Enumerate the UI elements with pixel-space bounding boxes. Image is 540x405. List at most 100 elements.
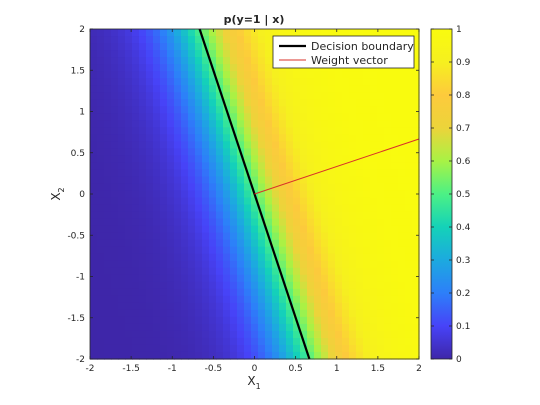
heatmap-cell	[160, 162, 168, 171]
heatmap-cell	[209, 351, 217, 360]
heatmap-cell	[132, 218, 140, 227]
heatmap-cell	[104, 120, 112, 128]
heatmap-cell	[230, 197, 238, 206]
heatmap-cell	[237, 267, 245, 276]
heatmap-cell	[251, 162, 259, 171]
heatmap-cell	[279, 71, 287, 79]
heatmap-cell	[342, 113, 350, 121]
heatmap-cell	[188, 197, 196, 206]
heatmap-cell	[146, 330, 154, 339]
heatmap-cell	[153, 176, 161, 185]
heatmap-cell	[160, 330, 168, 339]
heatmap-cell	[272, 169, 280, 178]
heatmap-cell	[244, 113, 252, 121]
heatmap-cell	[244, 337, 252, 346]
heatmap-cell	[258, 253, 266, 262]
heatmap-cell	[160, 113, 168, 121]
heatmap-cell	[258, 162, 266, 171]
heatmap-cell	[111, 204, 119, 213]
heatmap-cell	[412, 274, 420, 283]
heatmap-cell	[272, 106, 280, 114]
heatmap-cell	[307, 344, 315, 353]
heatmap-cell	[391, 99, 399, 107]
heatmap-cell	[146, 197, 154, 206]
heatmap-cell	[307, 239, 315, 248]
heatmap-cell	[174, 127, 182, 135]
heatmap-cell	[230, 29, 238, 37]
heatmap-cell	[335, 92, 343, 100]
heatmap-cell	[181, 190, 189, 199]
heatmap-cell	[195, 239, 203, 248]
heatmap-cell	[258, 43, 266, 51]
heatmap-cell	[118, 169, 126, 178]
heatmap-cell	[90, 106, 98, 114]
heatmap-cell	[146, 78, 154, 86]
heatmap-cell	[258, 295, 266, 304]
heatmap-cell	[391, 204, 399, 213]
heatmap-cell	[97, 281, 105, 290]
heatmap-cell	[181, 295, 189, 304]
heatmap-cell	[335, 246, 343, 255]
heatmap-cell	[286, 99, 294, 107]
heatmap-cell	[146, 281, 154, 290]
heatmap-cell	[97, 141, 105, 149]
heatmap-cell	[181, 127, 189, 135]
heatmap-cell	[209, 141, 217, 149]
heatmap-cell	[321, 330, 329, 339]
heatmap-cell	[195, 141, 203, 149]
heatmap-cell	[356, 183, 364, 192]
heatmap-cell	[160, 218, 168, 227]
heatmap-cell	[230, 267, 238, 276]
heatmap-cell	[146, 36, 154, 44]
heatmap-cell	[146, 148, 154, 156]
heatmap-cell	[167, 64, 175, 72]
heatmap-cell	[244, 225, 252, 234]
heatmap-cell	[181, 169, 189, 178]
heatmap-cell	[223, 197, 231, 206]
heatmap-cell	[293, 302, 301, 311]
heatmap-cell	[167, 302, 175, 311]
heatmap-cell	[412, 225, 420, 234]
heatmap-cell	[125, 190, 133, 199]
heatmap-cell	[293, 211, 301, 220]
heatmap-cell	[104, 295, 112, 304]
heatmap-cell	[279, 162, 287, 171]
heatmap-cell	[286, 113, 294, 121]
heatmap-cell	[111, 183, 119, 192]
heatmap-cell	[125, 260, 133, 269]
heatmap-cell	[370, 239, 378, 248]
heatmap-cell	[174, 183, 182, 192]
heatmap-cell	[370, 351, 378, 360]
heatmap-cell	[251, 204, 259, 213]
heatmap-cell	[391, 85, 399, 93]
heatmap-cell	[251, 274, 259, 283]
heatmap-cell	[265, 50, 273, 58]
heatmap-cell	[370, 302, 378, 311]
heatmap-cell	[398, 351, 406, 360]
heatmap-cell	[356, 78, 364, 86]
heatmap-cell	[223, 57, 231, 65]
heatmap-cell	[188, 302, 196, 311]
heatmap-cell	[356, 106, 364, 114]
heatmap-cell	[153, 267, 161, 276]
heatmap-cell	[160, 183, 168, 192]
heatmap-cell	[370, 225, 378, 234]
heatmap-cell	[230, 316, 238, 325]
heatmap-cell	[132, 127, 140, 135]
heatmap-cell	[181, 323, 189, 332]
heatmap-cell	[223, 260, 231, 269]
heatmap-cell	[405, 295, 413, 304]
heatmap-cell	[349, 323, 357, 332]
heatmap-cell	[104, 246, 112, 255]
heatmap-cell	[398, 316, 406, 325]
heatmap-cell	[363, 253, 371, 262]
heatmap-cell	[237, 99, 245, 107]
heatmap-cell	[97, 134, 105, 142]
heatmap-cell	[167, 148, 175, 156]
heatmap-cell	[321, 295, 329, 304]
heatmap-cell	[412, 302, 420, 311]
heatmap-cell	[223, 295, 231, 304]
heatmap-cell	[146, 176, 154, 185]
heatmap-cell	[230, 43, 238, 51]
heatmap-cell	[363, 323, 371, 332]
